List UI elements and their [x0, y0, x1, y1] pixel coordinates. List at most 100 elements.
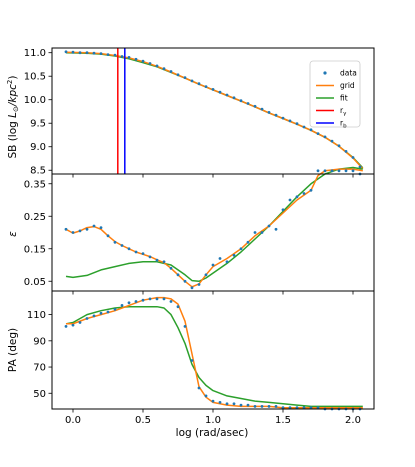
sb-y-tick-label: 10.0	[24, 95, 46, 106]
ellipticity-data-point	[176, 273, 180, 277]
ellipticity-y-ticks: 0.05 0.15 0.25 0.35	[24, 179, 354, 295]
ellipticity-data-point	[351, 169, 355, 173]
x-axis-label: log (rad/asec)	[176, 427, 249, 439]
sb-data-point	[274, 113, 278, 117]
pa-data-point	[162, 297, 166, 301]
pa-data-point	[155, 297, 159, 301]
pa-data-point	[176, 305, 180, 309]
sb-data-point	[281, 116, 285, 120]
sb-data-point	[316, 132, 320, 136]
ellipticity-y-tick-label: 0.25	[24, 212, 46, 223]
legend-label-data: data	[340, 69, 357, 78]
pa-data-point	[218, 401, 222, 404]
sb-data-point	[155, 64, 159, 68]
pa-data-point	[92, 314, 96, 318]
pa-data-point	[113, 308, 117, 311]
sb-data-point	[253, 104, 257, 108]
ellipticity-data-point	[134, 250, 138, 254]
x-tick-label: 0.0	[65, 415, 81, 426]
x-axis-ticks: 0.0 0.5 1.0 1.5 2.0	[65, 415, 361, 426]
ellipticity-data-point	[309, 188, 313, 192]
sb-data-point	[225, 93, 229, 97]
sb-y-tick-label: 11.0	[24, 48, 46, 59]
ellipticity-data-point	[281, 208, 285, 212]
sb-data-point	[120, 55, 124, 58]
ellipticity-y-axis-label: ε	[7, 231, 19, 237]
sb-data-point	[106, 53, 110, 56]
ellipticity-data-point	[71, 231, 75, 234]
legend-label-grid: grid	[340, 81, 355, 90]
ellipticity-data-point	[274, 227, 278, 231]
pa-data-point	[246, 403, 250, 407]
pa-data-point	[316, 406, 320, 410]
ellipticity-data-point	[141, 252, 145, 256]
ellipticity-data-point	[267, 224, 271, 228]
sb-data-point	[295, 122, 299, 126]
pa-data-point	[127, 301, 131, 305]
x-tick-label: 1.0	[205, 415, 221, 426]
pa-data-point	[309, 406, 313, 410]
pa-data-point	[288, 406, 292, 410]
pa-data-point	[295, 406, 299, 410]
pa-data-point	[141, 298, 145, 302]
pa-data-point	[85, 317, 89, 320]
sb-data-point	[99, 52, 103, 55]
ellipticity-data-point	[246, 240, 250, 244]
pa-y-tick-label: 110	[27, 310, 46, 321]
pa-data-point	[99, 311, 103, 315]
ellipticity-data-point	[155, 258, 159, 262]
ellipticity-y-tick-label: 0.35	[24, 179, 46, 190]
pa-data-point	[106, 310, 110, 314]
legend-label-r-gamma: rγ	[340, 106, 347, 117]
ellipticity-data-point	[183, 279, 187, 283]
pa-y-tick-label: 90	[33, 336, 46, 347]
ellipticity-data-point	[106, 234, 110, 238]
sb-data-point	[127, 56, 131, 59]
sb-data-point	[190, 79, 194, 83]
x-tick-label: 2.0	[345, 415, 361, 426]
sb-data-point	[71, 50, 75, 54]
sb-data-point	[309, 128, 313, 132]
pa-data-point	[71, 323, 75, 327]
ellipticity-data-point	[260, 231, 264, 234]
ellipticity-data-point	[120, 244, 124, 247]
sb-data-point	[337, 144, 341, 148]
sb-data-point	[302, 125, 306, 129]
sb-data-point	[246, 102, 250, 105]
ellipticity-data-point	[323, 169, 327, 173]
pa-y-axis-label: PA (deg)	[7, 328, 19, 372]
sb-data-point	[330, 139, 334, 143]
pa-data-point	[204, 394, 208, 398]
ellipticity-data-point	[204, 273, 208, 277]
sb-y-tick-label: 9.5	[30, 119, 46, 130]
ellipticity-data-point	[211, 263, 215, 267]
pa-data-point	[232, 402, 236, 406]
ellipticity-data-point	[316, 169, 320, 173]
sb-data-point	[344, 150, 348, 153]
sb-data-point	[78, 51, 82, 55]
pa-data-point	[190, 359, 194, 362]
ellipticity-fit-line	[65, 166, 363, 283]
pa-data-point	[134, 300, 138, 303]
sb-data-point	[267, 111, 271, 114]
ellipticity-data-point	[190, 286, 194, 290]
pa-data-point	[64, 325, 68, 328]
pa-data-point	[267, 405, 271, 408]
pa-data-point	[120, 304, 124, 307]
ellipticity-data-point	[197, 283, 201, 286]
pa-axes-frame	[51, 290, 375, 410]
pa-data-point	[148, 297, 152, 301]
sb-y-tick-label: 9.0	[30, 142, 46, 153]
panel-ellipticity: 0.05 0.15 0.25 0.35 ε	[7, 166, 375, 295]
ellipticity-data-point	[337, 169, 341, 173]
legend: data grid fit rγ rb	[309, 60, 361, 130]
sb-data-point	[141, 59, 145, 63]
sb-y-tick-label: 10.5	[24, 72, 46, 83]
pa-data-point	[260, 405, 264, 408]
pa-fit-line	[65, 305, 363, 408]
ellipticity-data-point	[99, 226, 103, 230]
ellipticity-data-point	[344, 169, 348, 173]
x-tick-label: 1.5	[275, 415, 291, 426]
ellipticity-y-tick-label: 0.15	[24, 244, 46, 255]
